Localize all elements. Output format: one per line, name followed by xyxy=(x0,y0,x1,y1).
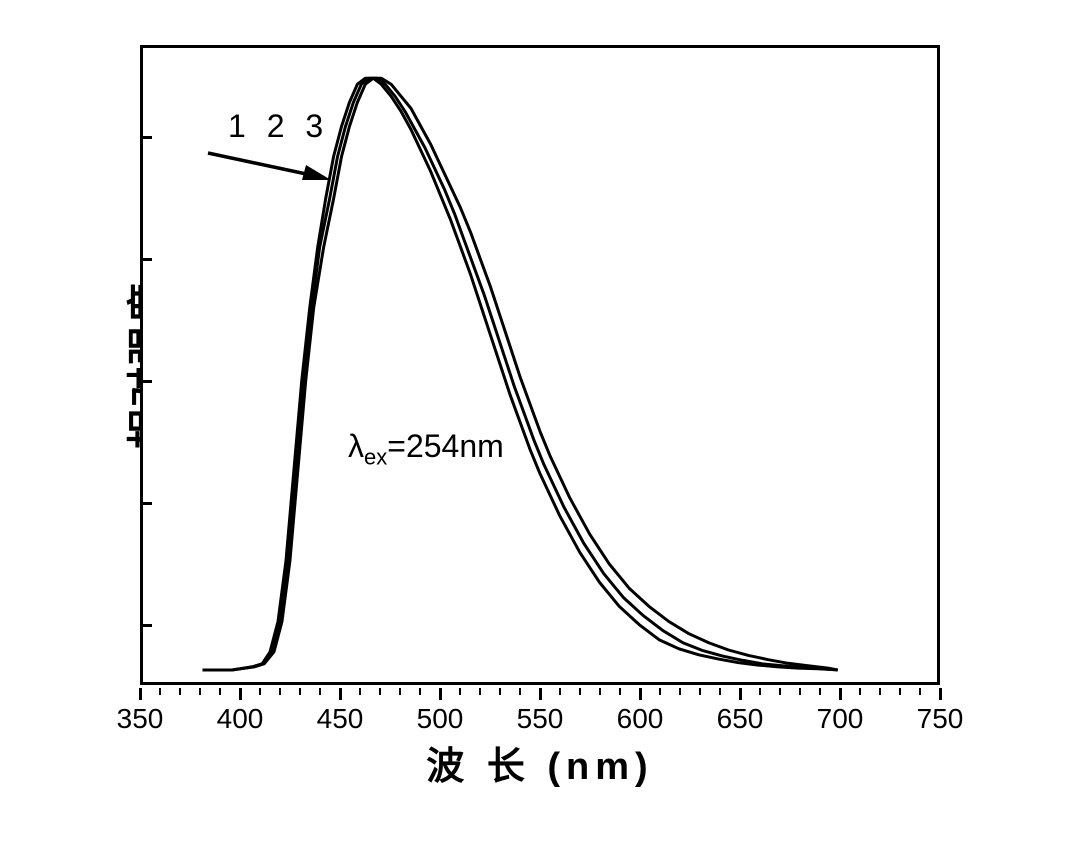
y-tick xyxy=(140,380,152,383)
x-tick-minor xyxy=(879,688,881,695)
x-tick-label: 600 xyxy=(617,703,664,735)
lambda-subscript: ex xyxy=(364,444,387,469)
x-tick-label: 650 xyxy=(717,703,764,735)
x-tick-minor xyxy=(619,688,621,695)
x-tick xyxy=(939,688,942,700)
x-tick-minor xyxy=(419,688,421,695)
x-tick-minor xyxy=(299,688,301,695)
lambda-value: =254nm xyxy=(387,428,504,464)
y-tick xyxy=(140,624,152,627)
x-tick-minor xyxy=(499,688,501,695)
x-tick-label: 750 xyxy=(917,703,964,735)
x-tick-label: 700 xyxy=(817,703,864,735)
x-tick xyxy=(339,688,342,700)
x-tick-minor xyxy=(159,688,161,695)
x-tick-minor xyxy=(359,688,361,695)
x-tick-label: 350 xyxy=(117,703,164,735)
x-tick-minor xyxy=(819,688,821,695)
x-tick xyxy=(139,688,142,700)
x-tick-minor xyxy=(599,688,601,695)
x-tick-minor xyxy=(579,688,581,695)
x-tick-minor xyxy=(179,688,181,695)
x-tick-minor xyxy=(659,688,661,695)
x-tick-minor xyxy=(799,688,801,695)
x-tick-label: 500 xyxy=(417,703,464,735)
x-tick-minor xyxy=(559,688,561,695)
x-tick-minor xyxy=(779,688,781,695)
x-tick-minor xyxy=(459,688,461,695)
x-tick-minor xyxy=(199,688,201,695)
x-tick-minor xyxy=(679,688,681,695)
x-tick-minor xyxy=(919,688,921,695)
x-tick xyxy=(839,688,842,700)
y-tick xyxy=(140,258,152,261)
x-tick xyxy=(439,688,442,700)
x-tick-minor xyxy=(399,688,401,695)
x-tick-minor xyxy=(719,688,721,695)
x-tick-label: 450 xyxy=(317,703,364,735)
x-tick-label: 400 xyxy=(217,703,264,735)
x-tick xyxy=(739,688,742,700)
lambda-symbol: λ xyxy=(348,428,364,464)
y-tick xyxy=(140,502,152,505)
x-tick-minor xyxy=(259,688,261,695)
x-tick-minor xyxy=(319,688,321,695)
x-tick-minor xyxy=(479,688,481,695)
x-tick xyxy=(539,688,542,700)
x-tick-minor xyxy=(219,688,221,695)
x-tick-minor xyxy=(859,688,861,695)
x-tick-label: 550 xyxy=(517,703,564,735)
chart-container: 相对强度 1 2 3 λex=254nm 3504004505005506006… xyxy=(100,35,970,755)
x-tick-minor xyxy=(759,688,761,695)
x-axis-ticks: 350400450500550600650700750 xyxy=(140,685,940,725)
x-tick xyxy=(239,688,242,700)
x-tick-minor xyxy=(279,688,281,695)
x-tick-minor xyxy=(699,688,701,695)
x-axis-label: 波 长 (nm) xyxy=(140,735,940,790)
y-tick xyxy=(140,136,152,139)
plot-area: 1 2 3 λex=254nm xyxy=(140,45,940,685)
x-tick-minor xyxy=(379,688,381,695)
series-annotation-label: 1 2 3 xyxy=(228,108,329,145)
x-tick-minor xyxy=(899,688,901,695)
lambda-annotation: λex=254nm xyxy=(348,428,504,470)
annotation-arrow-icon xyxy=(203,143,333,188)
x-tick-minor xyxy=(519,688,521,695)
x-tick xyxy=(639,688,642,700)
